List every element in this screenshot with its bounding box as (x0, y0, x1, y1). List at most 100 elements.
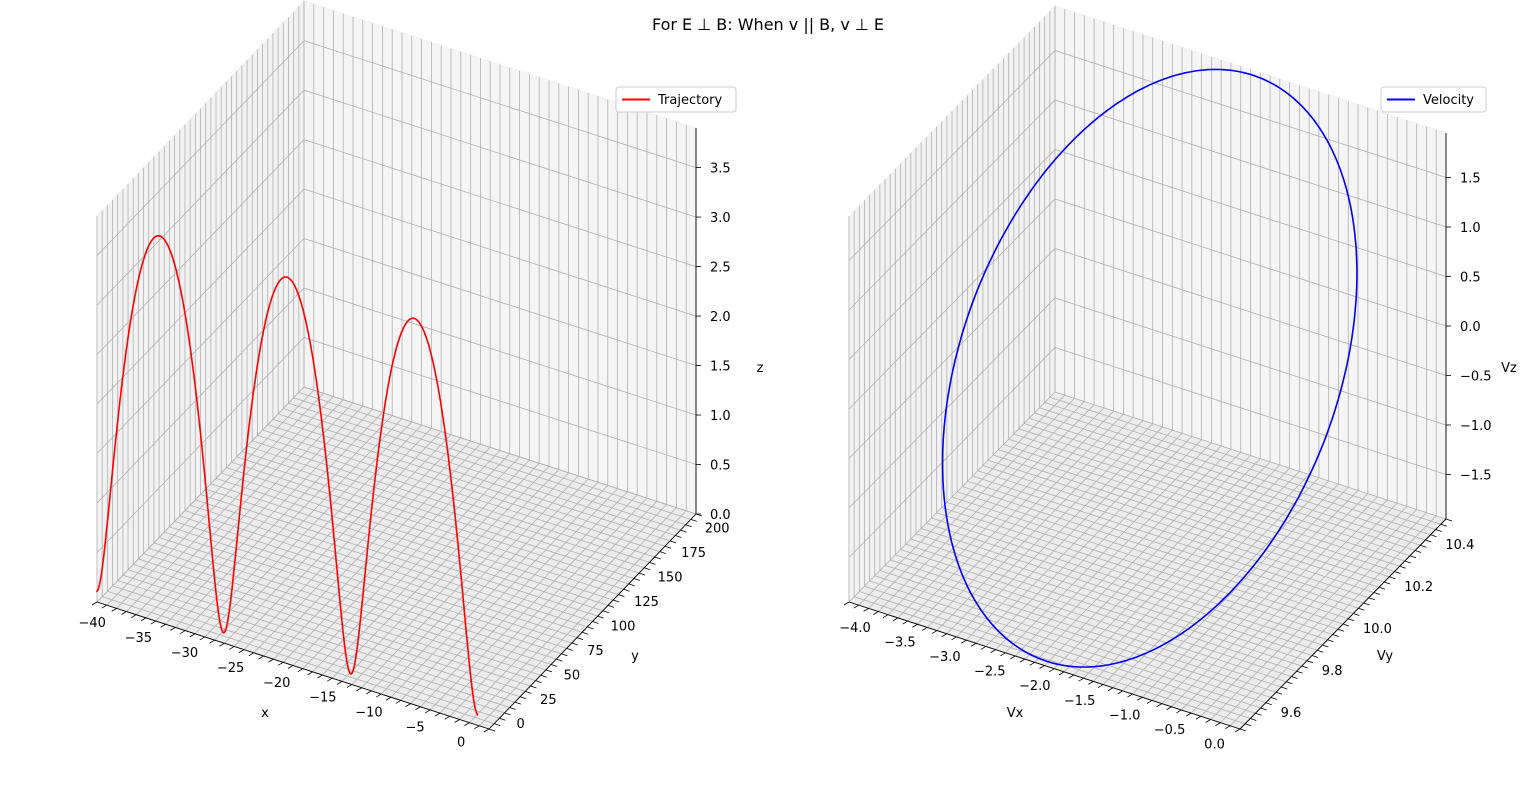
y-tick-mark (530, 685, 537, 689)
y-tick-mark (1322, 644, 1329, 648)
y-axis-label: y (631, 649, 639, 664)
x-tick-mark (150, 620, 157, 625)
x-tick-label: −25 (217, 661, 244, 676)
grid-line (133, 563, 526, 692)
x-tick-mark (366, 690, 372, 695)
y-tick-mark (545, 669, 553, 673)
grid-line (900, 549, 1292, 677)
grid-line (864, 585, 1256, 714)
x-tick-mark (951, 636, 957, 641)
grid-line (859, 591, 1251, 719)
y-tick-mark (1384, 581, 1391, 585)
grid-line (246, 445, 640, 574)
x-tick-label: −2.5 (974, 665, 1006, 680)
y-tick-mark (540, 674, 547, 678)
x-tick-mark (1039, 665, 1045, 669)
y-tick-mark (649, 561, 656, 565)
grid-line (874, 575, 1266, 704)
x-tick-mark (179, 630, 186, 634)
grid-line (854, 596, 1246, 725)
grid-line (117, 580, 510, 708)
grid-line (122, 574, 515, 703)
y-tick-label: 175 (681, 546, 706, 561)
x-tick-label: −40 (79, 616, 106, 631)
x-tick-mark (415, 706, 421, 711)
x-axis-label: Vx (1007, 706, 1024, 721)
grid-line (848, 198, 1447, 410)
y-tick-label: 10.0 (1363, 622, 1392, 637)
grid-line (957, 491, 1349, 620)
x-tick-mark (268, 658, 274, 663)
grid-line (977, 470, 1369, 599)
grid-line (96, 139, 697, 355)
grid-line (936, 512, 1328, 641)
y-tick-mark (1281, 686, 1288, 690)
x-tick-mark (238, 649, 245, 653)
z-tick-label: 1.0 (710, 409, 731, 424)
figure-title: For E ⊥ B: When v || B, v ⊥ E (652, 15, 884, 34)
x-tick-mark (424, 709, 431, 714)
y-tick-mark (1332, 634, 1339, 637)
grid-line (848, 149, 1447, 360)
y-tick-mark (1342, 623, 1350, 627)
grid-line (848, 297, 1447, 509)
y-tick-mark (1378, 586, 1386, 590)
x-tick-label: −0.5 (1154, 723, 1186, 738)
z-tick-label: 3.0 (710, 211, 731, 226)
x-tick-mark (1097, 684, 1104, 688)
trajectory-axes: −40 −35 −30 −25 −20 −15 −10 −5 0 0 25 50 75 100 125 150… (79, 0, 764, 751)
x-tick-mark (1156, 703, 1163, 707)
grid-line (972, 475, 1364, 604)
grid-line (190, 504, 583, 633)
y-tick-mark (1337, 628, 1344, 632)
x-tick-mark (1195, 715, 1202, 720)
x-tick-mark (1029, 661, 1035, 666)
y-tick-mark (519, 696, 527, 700)
x-tick-label: −1.5 (1064, 694, 1096, 709)
legend-box (1380, 86, 1487, 113)
x-tick-mark (1078, 677, 1084, 682)
y-tick-mark (550, 664, 558, 667)
grid-line (884, 564, 1277, 693)
x-tick-label: −1.0 (1109, 708, 1141, 723)
grid-line (848, 99, 1447, 311)
y-tick-mark (597, 615, 604, 619)
x-tick-mark (1009, 655, 1016, 660)
x-tick-label: −15 (309, 691, 336, 706)
x-tick-mark (483, 728, 490, 733)
grid-line (226, 467, 619, 596)
grid-line (112, 585, 505, 714)
x-tick-mark (990, 649, 996, 653)
x-tick-mark (189, 633, 196, 638)
y-tick-mark (680, 529, 687, 533)
y-tick-label: 75 (587, 644, 604, 659)
x-tick-mark (101, 604, 108, 609)
grid-line (1023, 423, 1416, 551)
x-tick-mark (336, 681, 343, 685)
y-tick-mark (628, 583, 635, 587)
grid-line (278, 413, 671, 542)
y-tick-mark (1440, 523, 1447, 527)
grid-line (96, 386, 697, 603)
y-tick-mark (1353, 613, 1360, 616)
grid-line (1003, 444, 1395, 572)
x-tick-mark (130, 614, 137, 619)
grid-line (951, 496, 1344, 625)
y-tick-mark (1399, 565, 1406, 569)
x-tick-label: 0.0 (1204, 738, 1225, 753)
y-tick-mark (576, 637, 584, 641)
x-tick-mark (941, 633, 947, 638)
grid-line (1039, 407, 1431, 536)
y-tick-label: 200 (705, 522, 730, 537)
x-tick-mark (882, 614, 889, 619)
y-tick-mark (669, 540, 677, 544)
grid-line (1044, 402, 1436, 530)
x-axis-label: x (261, 706, 269, 721)
grid-line (236, 456, 629, 585)
grid-line (205, 488, 598, 617)
grid-line (184, 510, 578, 639)
grid-line (946, 501, 1338, 630)
x-tick-mark (111, 608, 117, 612)
y-tick-mark (1430, 534, 1437, 538)
x-tick-label: −3.5 (884, 635, 916, 650)
